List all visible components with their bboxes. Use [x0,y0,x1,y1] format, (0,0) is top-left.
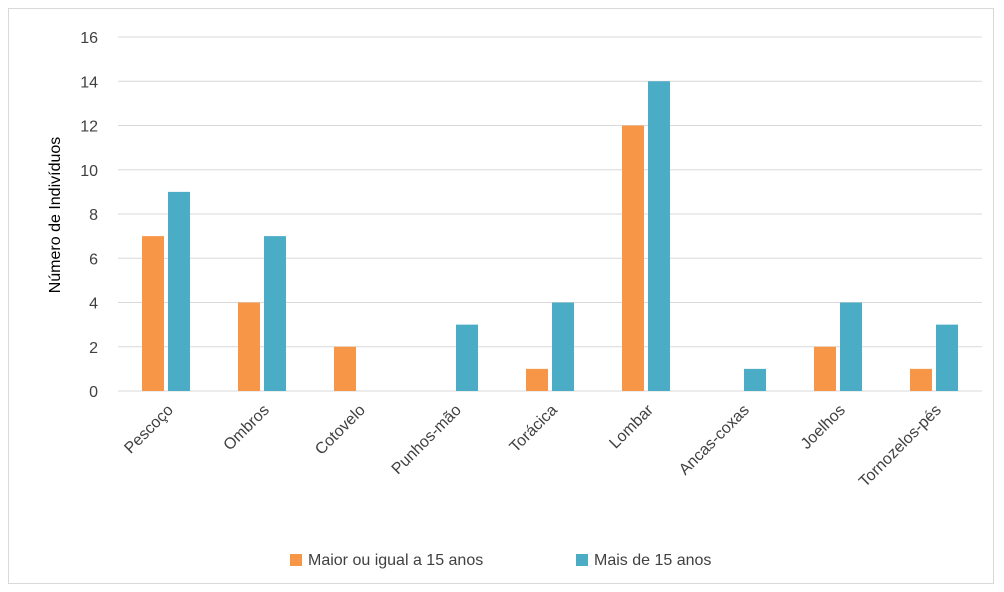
bar-series1-5 [622,125,644,391]
bar-series1-2 [334,346,356,391]
bar-series2-1 [264,236,286,391]
y-tick-label: 10 [80,163,98,180]
y-tick-label: 12 [80,119,98,136]
bar-series2-3 [456,324,478,391]
x-tick-label: Torácica [507,402,561,456]
x-tick-label: Joelhos [798,402,849,453]
y-tick-label: 0 [89,384,98,401]
y-axis-label: Número de Indivíduos [47,137,64,294]
bar-series2-0 [168,191,190,391]
bar-series1-1 [238,302,260,391]
x-tick-labels: Pescoço Ombros Cotovelo Punhos-mão Torácica L… [121,401,944,490]
gridlines [118,36,982,392]
y-tick-label: 14 [80,74,98,91]
legend-label: Mais de 15 anos [594,552,711,569]
y-tick-label: 16 [80,30,98,47]
bar-series2-8 [936,324,958,391]
x-tick-label: Pescoço [121,402,176,457]
y-tick-label: 6 [89,251,98,268]
bar-series2-7 [840,302,862,391]
bar-series1-0 [142,236,164,391]
legend: Maior ou igual a 15 anos Mais de 15 anos [290,552,711,569]
bars [142,81,958,391]
bar-series1-7 [814,346,836,391]
y-tick-label: 4 [89,296,98,313]
y-tick-label: 8 [89,207,98,224]
bar-series1-8 [910,368,932,391]
x-tick-label: Tornozelos-pés [856,402,945,491]
x-tick-label: Punhos-mão [389,402,465,478]
x-tick-label: Ombros [221,402,273,454]
bar-series2-4 [552,302,574,391]
bar-series1-4 [526,368,548,391]
x-tick-label: Lombar [606,401,657,452]
legend-swatch [290,554,302,566]
x-tick-label: Cotovelo [312,402,369,459]
bar-series2-5 [648,81,670,391]
legend-label: Maior ou igual a 15 anos [308,552,483,569]
legend-swatch [576,554,588,566]
y-tick-label: 2 [89,340,98,357]
y-tick-labels: 0 2 4 6 8 10 12 14 16 [80,30,98,401]
bar-series2-6 [744,368,766,391]
x-tick-label: Ancas-coxas [676,402,753,479]
